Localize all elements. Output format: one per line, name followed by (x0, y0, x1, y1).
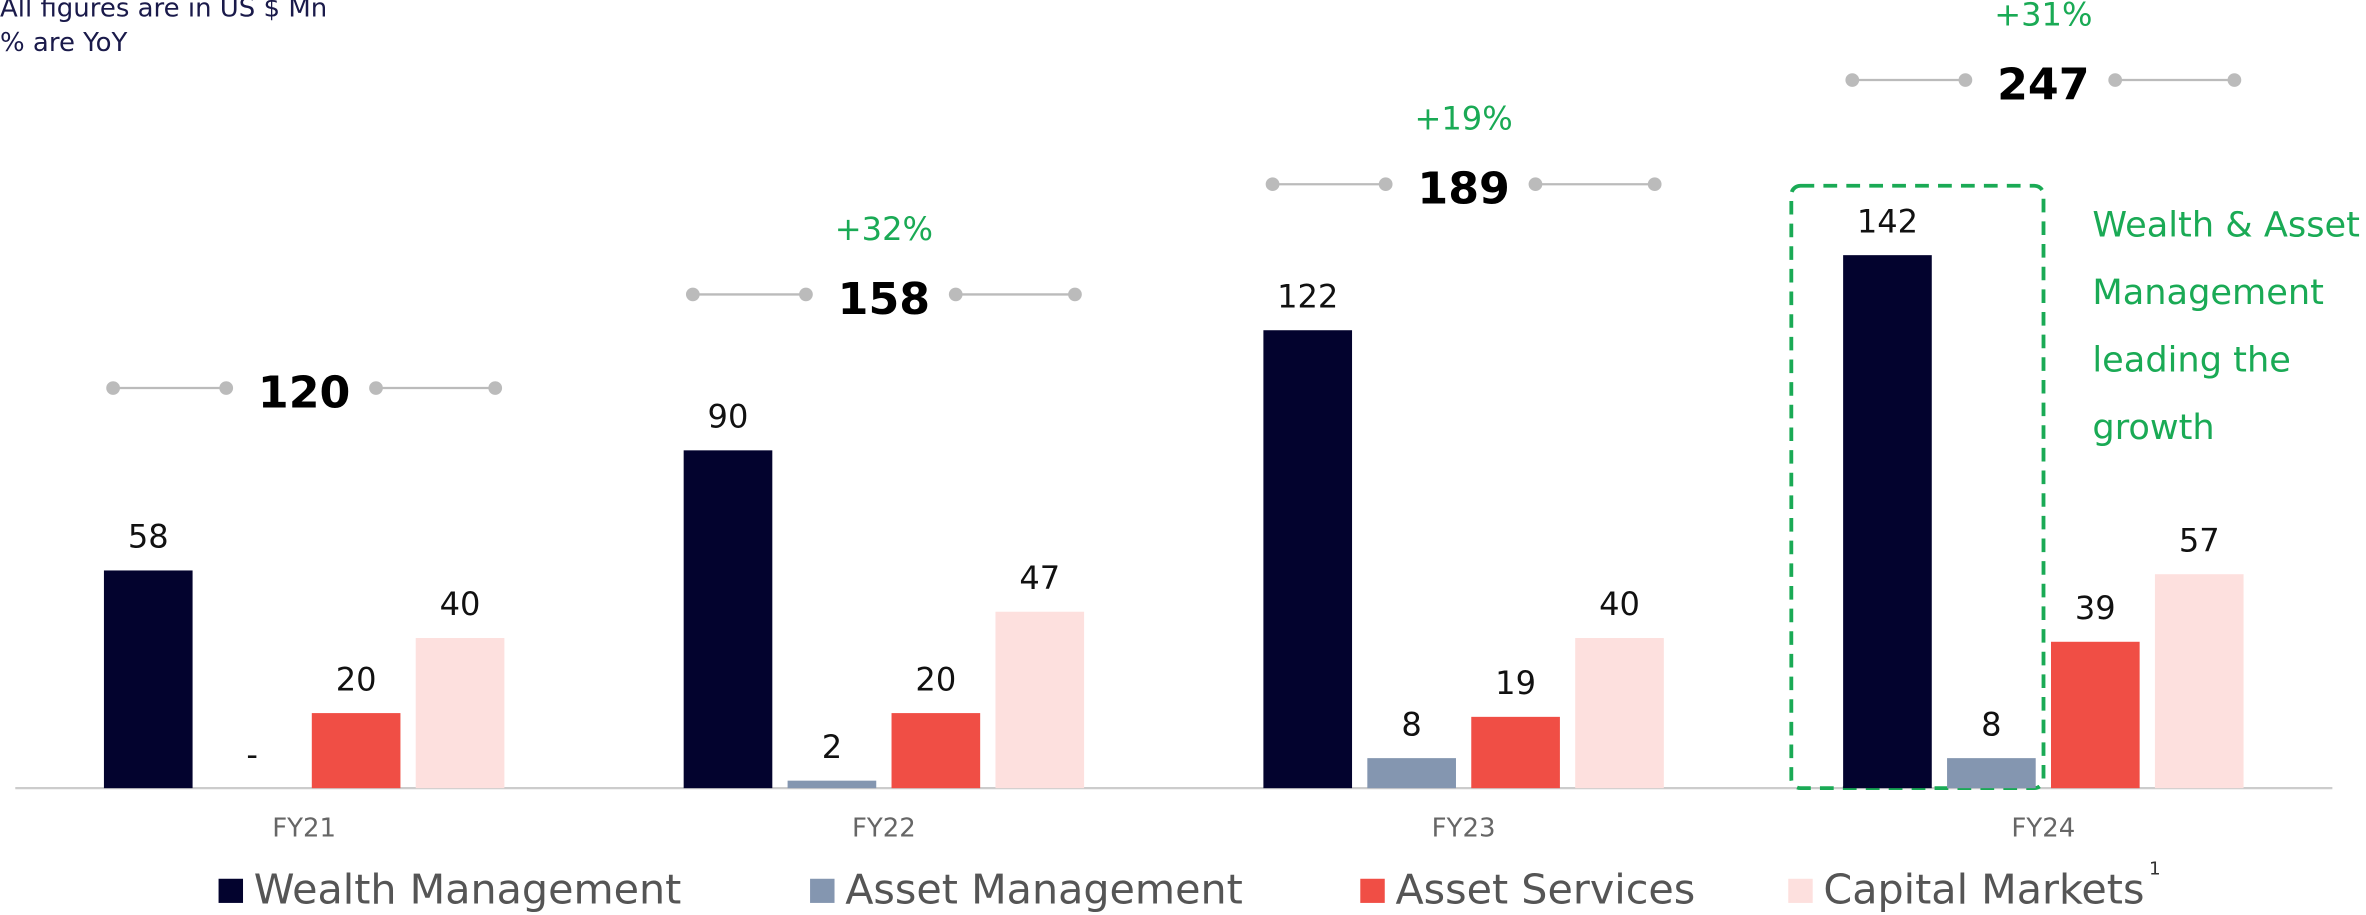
note: % are YoY (0, 28, 128, 58)
total-dot (1528, 177, 1543, 192)
note: All figures are in US $ Mn (0, 0, 327, 23)
value-label: 8 (1401, 706, 1421, 744)
bar (683, 450, 773, 789)
x-tick-label: FY23 (1432, 814, 1496, 844)
value-label: 20 (915, 661, 956, 699)
bar (103, 570, 193, 789)
growth-label: +31% (1994, 0, 2092, 34)
total-dot (948, 287, 963, 302)
bar (1263, 330, 1353, 789)
total-dot (488, 381, 503, 395)
bar (1843, 255, 1932, 789)
growth-label: +19% (1415, 100, 1513, 138)
total-dot (219, 381, 234, 395)
legend-label: Asset Services (1395, 866, 1695, 914)
bar (1575, 638, 1664, 789)
annotation: leading the (2092, 341, 2290, 381)
legend-swatch (1788, 878, 1813, 903)
bar (311, 713, 401, 789)
total-label: 189 (1417, 164, 1510, 215)
total-label: 120 (258, 368, 351, 419)
annotation: Management (2092, 273, 2324, 313)
value-label: - (246, 736, 258, 774)
bar (1471, 716, 1560, 789)
x-tick-label: FY21 (272, 814, 336, 844)
growth-label: +32% (835, 210, 933, 248)
total-dot (1068, 287, 1082, 302)
bar (2050, 641, 2140, 789)
legend-swatch (810, 878, 835, 903)
total-dot (106, 381, 120, 395)
total-dot (2108, 73, 2123, 87)
value-label: 57 (2179, 522, 2220, 560)
value-label: 142 (1857, 203, 1918, 241)
legend-label: Asset Management (845, 866, 1243, 914)
value-label: 19 (1495, 664, 1536, 702)
value-label: 90 (708, 398, 749, 436)
value-label: 58 (128, 518, 169, 556)
value-label: 2 (822, 728, 842, 766)
total-dot (1265, 177, 1280, 192)
annotation: Wealth & Asset (2092, 206, 2360, 246)
bar (1367, 758, 1456, 789)
total-dot (2227, 73, 2242, 87)
bar (1947, 758, 2036, 789)
value-label: 40 (1599, 585, 1640, 623)
legend-note: 1 (2149, 859, 2161, 880)
total-dot (1845, 73, 1860, 87)
x-tick-label: FY24 (2011, 814, 2075, 844)
annotation: growth (2092, 408, 2214, 448)
total-dot (369, 381, 383, 395)
bar (2154, 574, 2244, 789)
total-dot (685, 287, 700, 302)
total-label: 247 (1997, 60, 2090, 111)
bar (995, 611, 1085, 789)
total-label: 158 (838, 274, 931, 325)
value-label: 40 (440, 585, 481, 623)
bar (415, 638, 505, 789)
bar (787, 780, 877, 789)
total-dot (1958, 73, 1973, 87)
legend-label: Capital Markets (1823, 866, 2144, 914)
bar (891, 713, 981, 789)
total-dot (1378, 177, 1393, 192)
x-tick-label: FY22 (852, 814, 916, 844)
legend-label: Wealth Management (254, 866, 682, 914)
value-label: 20 (336, 661, 377, 699)
legend-swatch (1360, 878, 1385, 903)
value-label: 122 (1277, 278, 1338, 316)
value-label: 8 (1981, 706, 2001, 744)
total-dot (1647, 177, 1662, 192)
value-label: 39 (2075, 589, 2116, 627)
total-dot (799, 287, 813, 302)
value-label: 47 (1019, 559, 1060, 597)
legend-swatch (218, 878, 244, 903)
